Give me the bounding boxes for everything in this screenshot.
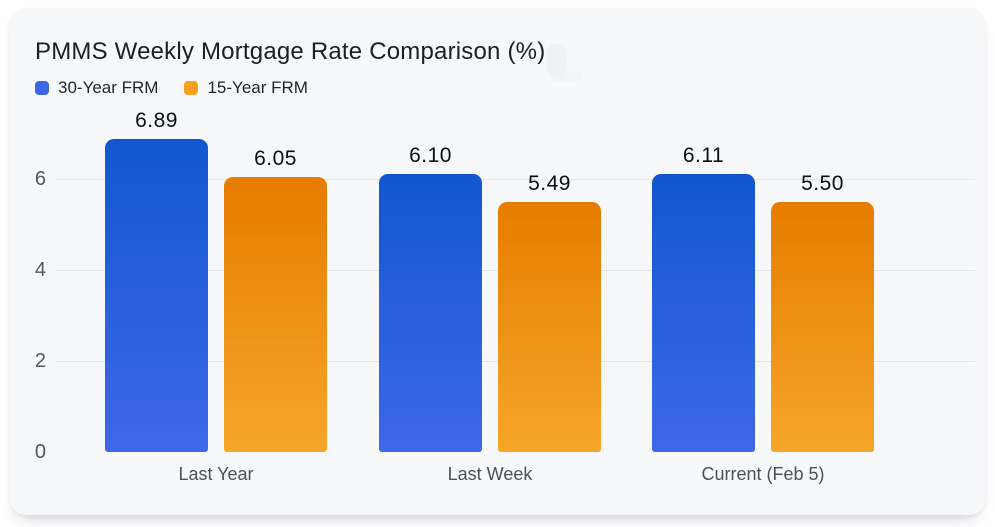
render-artifact-smear xyxy=(549,72,583,81)
legend-label: 30-Year FRM xyxy=(58,78,159,97)
y-axis-tick-2: 2 xyxy=(34,350,46,372)
x-axis-label-2: Current (Feb 5) xyxy=(701,464,825,484)
x-axis-label-1: Last Week xyxy=(447,464,533,484)
x-axis-label-0: Last Year xyxy=(178,464,254,484)
bar-30-year-frm-1[interactable] xyxy=(379,174,482,452)
bar-15-year-frm-0[interactable] xyxy=(224,176,327,452)
value-label-30-year-frm-0: 6.89 xyxy=(135,108,178,132)
legend-swatch-orange-icon xyxy=(184,81,199,95)
value-label-15-year-frm-2: 5.50 xyxy=(801,171,844,195)
legend-swatch-blue-icon xyxy=(35,81,49,95)
render-artifact-pill xyxy=(547,44,566,78)
y-axis-tick-0: 0 xyxy=(34,441,46,463)
value-label-30-year-frm-1: 6.10 xyxy=(409,144,452,168)
bar-15-year-frm-1[interactable] xyxy=(498,202,601,452)
bar-30-year-frm-0[interactable] xyxy=(105,138,208,452)
value-label-15-year-frm-0: 6.05 xyxy=(254,146,297,170)
value-label-15-year-frm-1: 5.49 xyxy=(528,172,571,196)
legend-item-30-year-frm[interactable]: 30-Year FRM xyxy=(35,78,158,98)
y-axis-tick-4: 4 xyxy=(34,259,46,281)
value-label-30-year-frm-2: 6.11 xyxy=(682,143,725,167)
bar-30-year-frm-2[interactable] xyxy=(652,173,755,452)
bar-15-year-frm-2[interactable] xyxy=(771,201,874,452)
legend-item-15-year-frm[interactable]: 15-Year FRM xyxy=(184,78,308,98)
gridline-y6 xyxy=(55,179,975,180)
chart-legend: 30-Year FRM 15-Year FRM xyxy=(35,78,308,98)
legend-label: 15-Year FRM xyxy=(207,78,308,97)
chart-title: PMMS Weekly Mortgage Rate Comparison (%) xyxy=(35,38,546,65)
y-axis-tick-6: 6 xyxy=(34,168,46,190)
